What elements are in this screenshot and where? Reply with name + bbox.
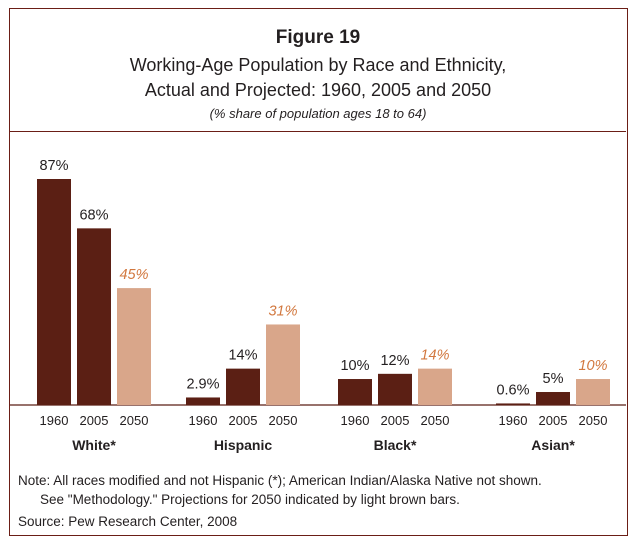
data-label-asian-2050: 10%: [578, 358, 607, 374]
year-label-white-2005: 2005: [80, 413, 109, 428]
year-label-hispanic-1960: 1960: [189, 413, 218, 428]
bar-hispanic-1960: [186, 397, 220, 405]
data-label-hispanic-2050: 31%: [268, 303, 297, 319]
year-label-asian-1960: 1960: [499, 413, 528, 428]
figure-header: Figure 19 Working-Age Population by Race…: [10, 9, 626, 132]
data-label-black-1960: 10%: [340, 358, 369, 374]
group-label-black: Black*: [374, 437, 417, 453]
bar-black-2050: [418, 368, 452, 405]
group-label-white: White*: [72, 437, 116, 453]
year-label-asian-2005: 2005: [539, 413, 568, 428]
bar-black-1960: [338, 379, 372, 405]
chart-title-line-1: Working-Age Population by Race and Ethni…: [129, 55, 507, 75]
note-line-2: See "Methodology." Projections for 2050 …: [40, 492, 460, 507]
year-label-black-2005: 2005: [381, 413, 410, 428]
source-note: Source: Pew Research Center, 2008: [18, 514, 238, 529]
year-label-hispanic-2005: 2005: [229, 413, 258, 428]
data-label-hispanic-1960: 2.9%: [186, 376, 219, 392]
figure-label: Figure 19: [275, 27, 361, 48]
chart-title-line-2: Actual and Projected: 1960, 2005 and 205…: [144, 80, 492, 100]
year-label-black-1960: 1960: [341, 413, 370, 428]
figure-frame: Figure 19 Working-Age Population by Race…: [9, 8, 628, 536]
bar-white-1960: [37, 179, 71, 405]
data-label-asian-2005: 5%: [543, 371, 564, 387]
data-label-white-2005: 68%: [79, 207, 108, 223]
data-label-white-1960: 87%: [39, 158, 68, 174]
bar-asian-2005: [536, 392, 570, 405]
chart-subtitle: (% share of population ages 18 to 64): [209, 106, 427, 121]
data-label-black-2005: 12%: [380, 353, 409, 369]
data-label-white-2050: 45%: [119, 267, 148, 283]
bar-white-2050: [117, 288, 151, 405]
data-label-hispanic-2005: 14%: [228, 348, 257, 364]
notes-block: Note: All races modified and not Hispani…: [18, 471, 622, 531]
bar-white-2005: [77, 228, 111, 405]
year-label-asian-2050: 2050: [579, 413, 608, 428]
bar-asian-2050: [576, 379, 610, 405]
year-label-hispanic-2050: 2050: [269, 413, 298, 428]
data-label-black-2050: 14%: [420, 348, 449, 364]
data-label-asian-1960: 0.6%: [496, 382, 529, 398]
year-label-white-1960: 1960: [40, 413, 69, 428]
bar-hispanic-2005: [226, 368, 260, 405]
note-line-1: Note: All races modified and not Hispani…: [18, 473, 542, 488]
bar-hispanic-2050: [266, 324, 300, 405]
group-label-hispanic: Hispanic: [214, 437, 273, 453]
bar-black-2005: [378, 373, 412, 405]
bar-asian-1960: [496, 403, 530, 405]
bar-chart: 87% 1960 68% 2005 45% 2050 White* 2.9% 1960 14% 20…: [10, 158, 626, 453]
year-label-white-2050: 2050: [120, 413, 149, 428]
group-label-asian: Asian*: [531, 437, 575, 453]
year-label-black-2050: 2050: [421, 413, 450, 428]
